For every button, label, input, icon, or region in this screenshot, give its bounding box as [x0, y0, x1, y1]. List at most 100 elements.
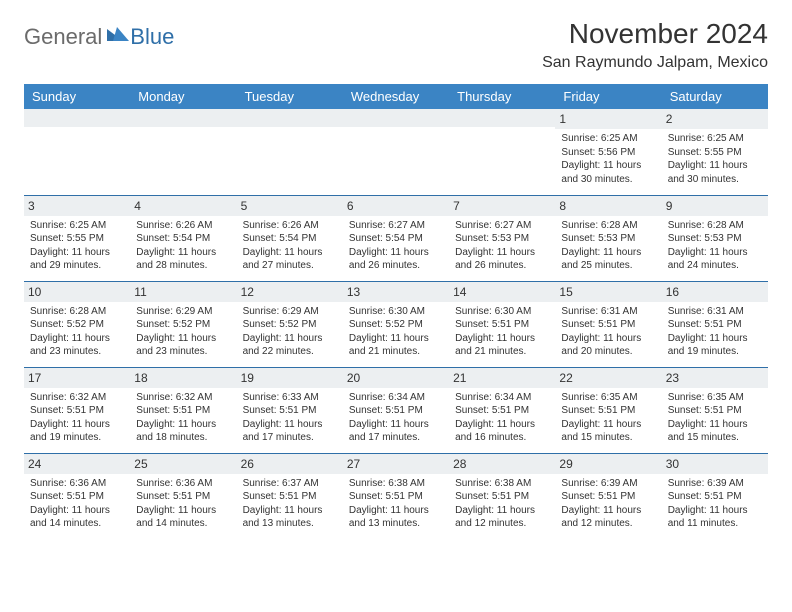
day-info-line: Sunrise: 6:31 AM [668, 305, 762, 319]
day-number: 20 [343, 368, 449, 388]
day-info-line: Sunset: 5:52 PM [30, 318, 124, 332]
day-number: 27 [343, 454, 449, 474]
calendar-day-cell: 26Sunrise: 6:37 AMSunset: 5:51 PMDayligh… [237, 453, 343, 539]
day-info-line: Sunrise: 6:28 AM [668, 219, 762, 233]
calendar-day-cell: 23Sunrise: 6:35 AMSunset: 5:51 PMDayligh… [662, 367, 768, 453]
day-number [130, 109, 236, 127]
day-info-line: Sunset: 5:55 PM [30, 232, 124, 246]
calendar-day-cell: 14 Sunrise: 6:30 AMSunset: 5:51 PMDayligh… [449, 281, 555, 367]
calendar-day-cell: 1Sunrise: 6:25 AMSunset: 5:56 PMDaylight… [555, 109, 661, 195]
calendar-week-row: 1Sunrise: 6:25 AMSunset: 5:56 PMDaylight… [24, 109, 768, 195]
day-info-line: Sunset: 5:51 PM [243, 404, 337, 418]
day-info-line: Sunrise: 6:25 AM [30, 219, 124, 233]
day-info-line: Daylight: 11 hours and 25 minutes. [561, 246, 655, 273]
day-info-line: Sunrise: 6:38 AM [349, 477, 443, 491]
calendar-week-row: 3Sunrise: 6:25 AMSunset: 5:55 PMDaylight… [24, 195, 768, 281]
day-header: Tuesday [237, 84, 343, 109]
day-number: 15 [555, 282, 661, 302]
day-number [449, 109, 555, 127]
day-info-line: Sunrise: 6:28 AM [30, 305, 124, 319]
day-info-line: Sunset: 5:51 PM [30, 404, 124, 418]
day-info-line: Sunset: 5:56 PM [561, 146, 655, 160]
calendar-day-cell: 3Sunrise: 6:25 AMSunset: 5:55 PMDaylight… [24, 195, 130, 281]
day-info-line: Daylight: 11 hours and 17 minutes. [349, 418, 443, 445]
day-info-line: Sunrise: 6:30 AM [455, 305, 549, 319]
day-info-line: Sunrise: 6:39 AM [668, 477, 762, 491]
day-info-line: Sunrise: 6:26 AM [136, 219, 230, 233]
day-number: 23 [662, 368, 768, 388]
day-info-line: Sunrise: 6:25 AM [561, 132, 655, 146]
day-info-line: Sunset: 5:51 PM [349, 490, 443, 504]
day-number: 2 [662, 109, 768, 129]
day-info-line: Sunrise: 6:26 AM [243, 219, 337, 233]
day-info-line: Daylight: 11 hours and 20 minutes. [561, 332, 655, 359]
day-info-line: Daylight: 11 hours and 27 minutes. [243, 246, 337, 273]
day-number: 6 [343, 196, 449, 216]
calendar-day-cell: 7Sunrise: 6:27 AMSunset: 5:53 PMDaylight… [449, 195, 555, 281]
day-info-line: Sunrise: 6:38 AM [455, 477, 549, 491]
day-info-line: Daylight: 11 hours and 26 minutes. [455, 246, 549, 273]
day-info-line: Sunrise: 6:30 AM [349, 305, 443, 319]
calendar-day-cell [130, 109, 236, 195]
calendar-day-cell [449, 109, 555, 195]
logo: General Blue [24, 18, 174, 50]
day-info-line: Sunset: 5:51 PM [561, 404, 655, 418]
day-info-line: Sunset: 5:51 PM [668, 404, 762, 418]
day-number: 8 [555, 196, 661, 216]
day-info-line: Daylight: 11 hours and 28 minutes. [136, 246, 230, 273]
day-info-line: Sunrise: 6:27 AM [455, 219, 549, 233]
day-info-line: Sunset: 5:52 PM [136, 318, 230, 332]
calendar-day-cell: 24Sunrise: 6:36 AMSunset: 5:51 PMDayligh… [24, 453, 130, 539]
day-number: 28 [449, 454, 555, 474]
day-info-line: Sunrise: 6:31 AM [561, 305, 655, 319]
day-info-line: Sunrise: 6:36 AM [136, 477, 230, 491]
day-info-line: Daylight: 11 hours and 12 minutes. [561, 504, 655, 531]
calendar-day-cell: 28Sunrise: 6:38 AMSunset: 5:51 PMDayligh… [449, 453, 555, 539]
day-info-line: Daylight: 11 hours and 21 minutes. [455, 332, 549, 359]
day-number: 18 [130, 368, 236, 388]
calendar-day-cell: 6Sunrise: 6:27 AMSunset: 5:54 PMDaylight… [343, 195, 449, 281]
day-header: Monday [130, 84, 236, 109]
day-info-line: Sunrise: 6:39 AM [561, 477, 655, 491]
day-info-line: Daylight: 11 hours and 29 minutes. [30, 246, 124, 273]
day-header: Saturday [662, 84, 768, 109]
calendar-day-cell: 15Sunrise: 6:31 AMSunset: 5:51 PMDayligh… [555, 281, 661, 367]
day-info-line: Sunset: 5:51 PM [455, 490, 549, 504]
calendar-day-cell: 16Sunrise: 6:31 AMSunset: 5:51 PMDayligh… [662, 281, 768, 367]
day-info-line: Sunrise: 6:25 AM [668, 132, 762, 146]
day-info-line: Daylight: 11 hours and 17 minutes. [243, 418, 337, 445]
day-info-line: Sunrise: 6:35 AM [561, 391, 655, 405]
calendar-day-cell: 29 Sunrise: 6:39 AMSunset: 5:51 PMDayligh… [555, 453, 661, 539]
day-number: 16 [662, 282, 768, 302]
day-number [237, 109, 343, 127]
day-number: 24 [24, 454, 130, 474]
day-number: 29 [555, 454, 661, 474]
day-info-line: Sunrise: 6:28 AM [561, 219, 655, 233]
day-header: Thursday [449, 84, 555, 109]
day-info-line: Sunset: 5:51 PM [561, 490, 655, 504]
location-label: San Raymundo Jalpam, Mexico [542, 54, 768, 72]
day-header-row: Sunday Monday Tuesday Wednesday Thursday… [24, 84, 768, 109]
day-info-line: Sunset: 5:51 PM [455, 318, 549, 332]
day-info-line: Sunset: 5:54 PM [243, 232, 337, 246]
day-info-line: Sunrise: 6:36 AM [30, 477, 124, 491]
calendar-day-cell [343, 109, 449, 195]
day-info-line: Sunset: 5:51 PM [30, 490, 124, 504]
day-number: 7 [449, 196, 555, 216]
day-info-line: Daylight: 11 hours and 13 minutes. [349, 504, 443, 531]
day-info-line: Daylight: 11 hours and 15 minutes. [668, 418, 762, 445]
calendar-day-cell: 25Sunrise: 6:36 AMSunset: 5:51 PMDayligh… [130, 453, 236, 539]
day-info-line: Daylight: 11 hours and 23 minutes. [30, 332, 124, 359]
day-info-line: Sunrise: 6:34 AM [349, 391, 443, 405]
calendar-day-cell: 22Sunrise: 6:35 AMSunset: 5:51 PMDayligh… [555, 367, 661, 453]
calendar-day-cell [24, 109, 130, 195]
calendar-day-cell [237, 109, 343, 195]
day-info-line: Sunset: 5:51 PM [668, 490, 762, 504]
day-number: 26 [237, 454, 343, 474]
calendar-day-cell: 4Sunrise: 6:26 AMSunset: 5:54 PMDaylight… [130, 195, 236, 281]
logo-text-general: General [24, 24, 102, 50]
day-info-line: Daylight: 11 hours and 23 minutes. [136, 332, 230, 359]
day-info-line: Daylight: 11 hours and 30 minutes. [561, 159, 655, 186]
day-number: 14 [449, 282, 555, 302]
day-info-line: Sunset: 5:53 PM [668, 232, 762, 246]
